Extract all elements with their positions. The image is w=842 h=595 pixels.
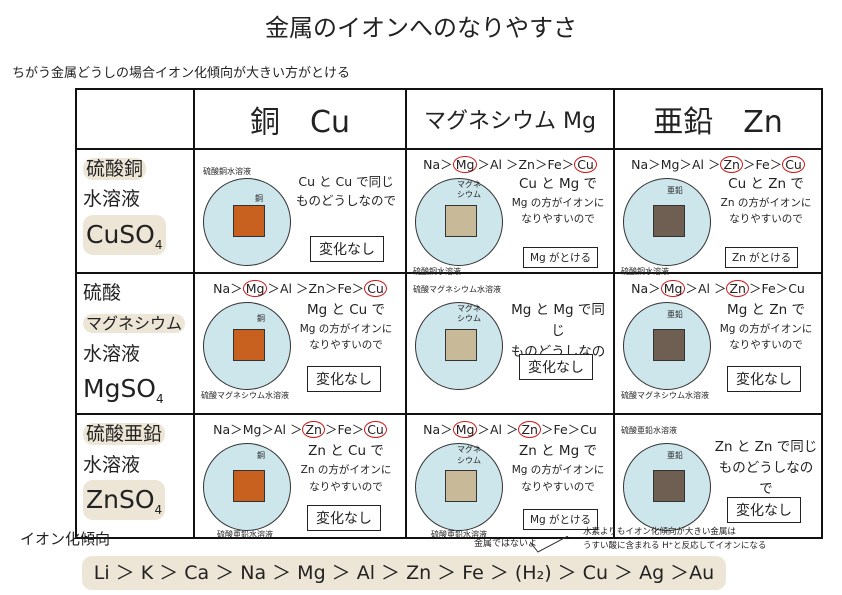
cell-znso4-cu: Na＞Mg＞Al ＞ Zn ＞Fe＞ Cu 銅 硫酸亜鉛水溶液 Zn と Cu で Zn… bbox=[193, 413, 407, 540]
metal-label: マグネ シウム bbox=[457, 180, 481, 200]
metal-label: 亜鉛 bbox=[667, 310, 683, 319]
result-box: 変化なし bbox=[727, 366, 801, 392]
series-line: Na＞Mg＞Al ＞Zn＞Fe＞Cu bbox=[195, 419, 405, 439]
series-line: Na＞Mg＞Al ＞Zn＞Fe＞Cu bbox=[423, 421, 597, 439]
ionization-table: 銅 Cu マグネシウム Mg 亜鉛 Zn 硫酸銅 水溶液 CuSO4 硫酸銅水溶… bbox=[75, 88, 823, 540]
series-line: Na＞Mg＞Al ＞Zn＞Fe＞Cu bbox=[615, 154, 821, 173]
cell-mgso4-zn: Na＞ Mg ＞Al ＞ Zn ＞Fe＞Cu 亜鉛 硫酸マグネシウム水溶液 Mg と Z… bbox=[613, 271, 823, 416]
cell-cuso4-cu: 硫酸銅水溶液 銅 Cu と Cu で同じ ものどうしなので 変化なし bbox=[193, 148, 407, 274]
note-not-metal: 金属ではないよ bbox=[474, 539, 537, 549]
beaker bbox=[623, 178, 711, 266]
copper-plate bbox=[233, 205, 265, 237]
row-name: 水溶液 bbox=[83, 342, 141, 365]
cell-cuso4-mg: Na＞ Mg ＞Al ＞Zn＞Fe＞ Cu マグネ シウム 硫酸銅水溶液 Cu と M… bbox=[405, 148, 615, 276]
cell-mgso4-cu: Na＞ Mg ＞Al ＞Zn＞Fe＞ Cu 銅 硫酸マグネシウム水溶液 Mg と Cu… bbox=[193, 271, 407, 416]
solution-label: 硫酸マグネシウム水溶液 bbox=[413, 285, 501, 294]
result-box: Zn がとける bbox=[725, 247, 799, 268]
zinc-plate bbox=[653, 470, 685, 503]
row-formula: CuSO4 bbox=[83, 214, 166, 255]
row-name: マグネシウム bbox=[83, 314, 186, 334]
copper-plate bbox=[233, 470, 265, 503]
result-box: 変化なし bbox=[519, 354, 593, 380]
row-name: 硫酸 bbox=[83, 282, 122, 304]
metal-label: 銅 bbox=[257, 451, 265, 461]
row-name: 水溶液 bbox=[83, 453, 141, 476]
solution-label: 硫酸マグネシウム水溶液 bbox=[621, 391, 709, 400]
solution-label: 硫酸亜鉛水溶液 bbox=[431, 530, 487, 540]
solution-label: 硫酸銅水溶液 bbox=[621, 267, 669, 276]
page-subtitle: ちがう金属どうしの場合イオン化傾向が大きい方がとける bbox=[12, 66, 351, 81]
solution-label: 硫酸亜鉛水溶液 bbox=[217, 530, 273, 540]
series-line: Na＞Mg＞Al ＞Zn＞Fe＞Cu bbox=[631, 280, 805, 297]
beaker bbox=[203, 443, 291, 532]
col-header-mg: マグネシウム Mg bbox=[405, 88, 615, 150]
zinc-plate bbox=[653, 205, 685, 237]
magnesium-plate bbox=[445, 205, 477, 237]
col-header-cu: 銅 Cu bbox=[193, 88, 407, 150]
solution-label: 硫酸亜鉛水溶液 bbox=[621, 426, 677, 436]
row-formula: ZnSO4 bbox=[83, 480, 166, 521]
solution-label: 硫酸銅水溶液 bbox=[203, 167, 251, 176]
cell-znso4-zn: 硫酸亜鉛水溶液 亜鉛 Zn と Zn で同じ ものどうしなので 変化なし bbox=[613, 413, 823, 540]
explanation: Mg と Cu で Mg の方がイオンに なりやすいので bbox=[299, 302, 393, 352]
explanation: Mg と Zn で Mg の方がイオンに なりやすいので bbox=[719, 302, 813, 352]
series-line: Na＞Mg＞Al ＞Zn＞Fe＞Cu bbox=[407, 154, 613, 173]
metal-label: 銅 bbox=[257, 314, 265, 323]
solution-label: 硫酸銅水溶液 bbox=[413, 267, 461, 276]
beaker bbox=[203, 178, 291, 266]
metal-label: マグネ シウム bbox=[457, 445, 481, 465]
beaker bbox=[415, 443, 503, 532]
result-box: 変化なし bbox=[307, 366, 381, 392]
ionization-label: イオン化傾向 bbox=[20, 530, 111, 548]
result-box: 変化なし bbox=[727, 497, 801, 524]
explanation: Zn と Zn で同じ ものどうしなので bbox=[714, 439, 818, 498]
metal-label: 銅 bbox=[255, 194, 263, 203]
solution-label: 硫酸マグネシウム水溶液 bbox=[201, 391, 289, 400]
cell-mgso4-mg: 硫酸マグネシウム水溶液 マグネ シウム Mg と Mg で同じものどうしなので … bbox=[405, 271, 615, 416]
metal-label: マグネ シウム bbox=[457, 304, 481, 324]
row-name: 硫酸銅 bbox=[83, 158, 147, 180]
row-formula: MgSO4 bbox=[83, 374, 164, 407]
magnesium-plate bbox=[445, 470, 477, 503]
explanation: Zn と Cu で Zn の方がイオンに なりやすいので bbox=[300, 443, 392, 493]
note-pointer-icon bbox=[530, 536, 569, 553]
cell-cuso4-zn: Na＞Mg＞Al ＞ Zn ＞Fe＞ Cu 亜鉛 硫酸銅水溶液 Cu と Zn で Zn… bbox=[613, 148, 823, 276]
row-name: 水溶液 bbox=[83, 188, 141, 211]
metal-label: 亜鉛 bbox=[667, 451, 683, 461]
beaker bbox=[203, 302, 291, 390]
beaker bbox=[623, 302, 711, 390]
page-title: 金属のイオンへのなりやすさ bbox=[265, 14, 577, 42]
note-hydrogen: 水素よりもイオン化傾向が大きい金属は うすい酸に含まれる H⁺と反応してイオンに… bbox=[583, 527, 767, 551]
row-name: 硫酸亜鉛 bbox=[83, 423, 166, 446]
row-label-cuso4: 硫酸銅 水溶液 CuSO4 bbox=[75, 148, 195, 274]
beaker bbox=[415, 178, 503, 266]
result-box: 変化なし bbox=[310, 236, 384, 262]
explanation: Cu と Mg で Mg の方がイオンに なりやすいので bbox=[511, 176, 605, 226]
copper-plate bbox=[233, 329, 265, 361]
zinc-plate bbox=[653, 329, 685, 361]
row-label-znso4: 硫酸亜鉛 水溶液 ZnSO4 bbox=[75, 413, 195, 540]
explanation: Cu と Cu で同じ ものどうしなので bbox=[295, 174, 396, 209]
explanation: Cu と Zn で Zn の方がイオンに なりやすいので bbox=[720, 176, 812, 226]
col-header-zn: 亜鉛 Zn bbox=[613, 88, 823, 150]
beaker bbox=[623, 443, 711, 532]
magnesium-plate bbox=[445, 329, 477, 361]
result-box: 変化なし bbox=[307, 505, 381, 532]
row-label-mgso4: 硫酸 マグネシウム 水溶液 MgSO4 bbox=[75, 271, 195, 416]
metal-label: 亜鉛 bbox=[667, 186, 683, 195]
cell-znso4-mg: Na＞ Mg ＞Al ＞ Zn ＞Fe＞Cu マグネ シウム 硫酸亜鉛水溶液 Zn と … bbox=[405, 413, 615, 540]
beaker bbox=[415, 302, 503, 390]
corner-cell bbox=[75, 88, 195, 150]
result-box: Mg がとける bbox=[523, 247, 599, 268]
result-box: Mg がとける bbox=[523, 509, 599, 531]
ionization-series: Li ＞ K ＞ Ca ＞ Na ＞ Mg ＞ Al ＞ Zn ＞ Fe ＞ (… bbox=[82, 556, 726, 590]
series-line: Na＞Mg＞Al ＞Zn＞Fe＞Cu bbox=[195, 278, 405, 297]
explanation: Zn と Mg で Mg の方がイオンに なりやすいので bbox=[511, 443, 605, 493]
